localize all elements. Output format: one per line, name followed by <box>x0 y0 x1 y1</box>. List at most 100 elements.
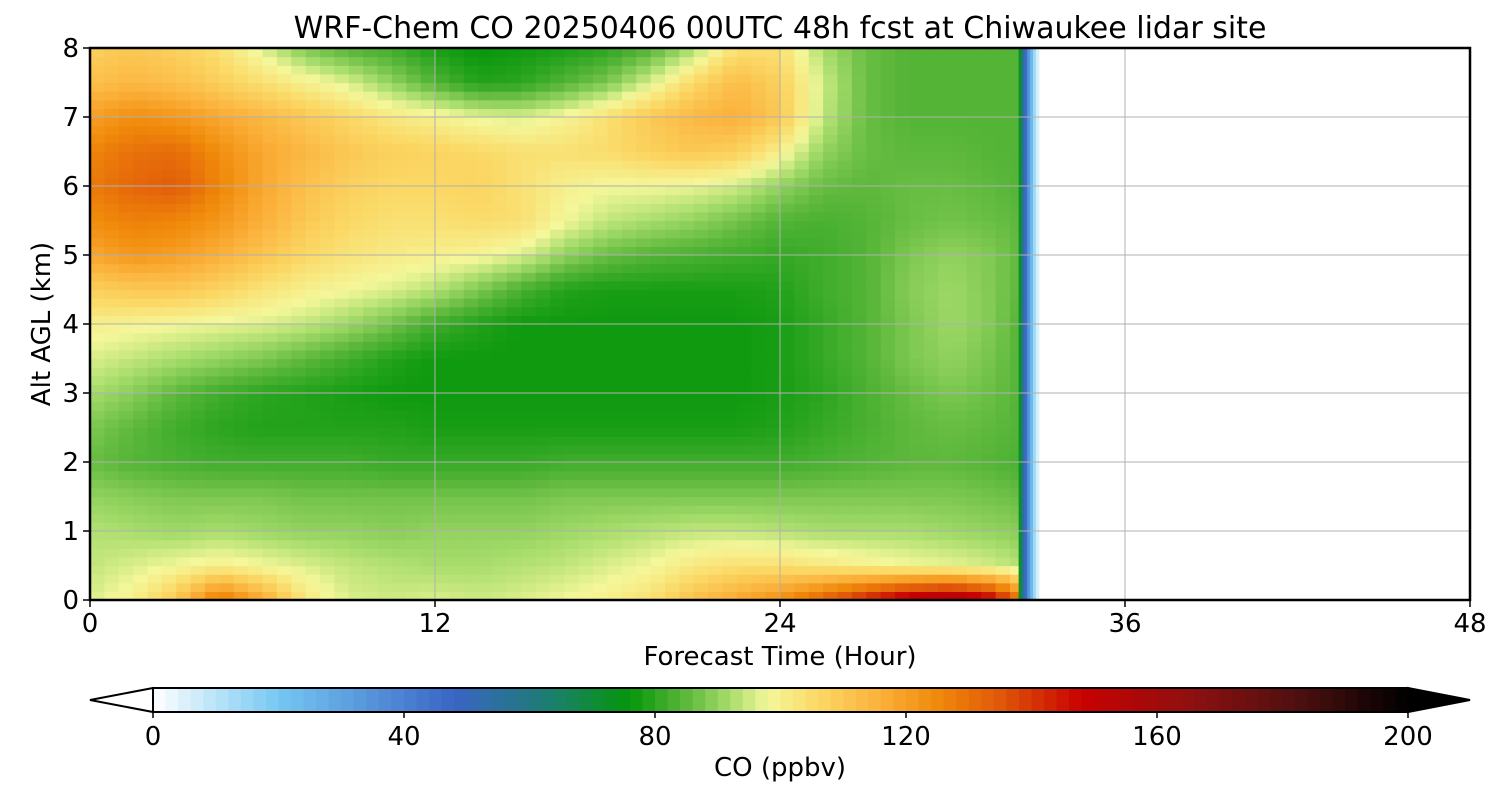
heatmap-cell <box>377 186 393 196</box>
heatmap-cell <box>794 375 810 385</box>
heatmap-cell <box>118 565 134 575</box>
heatmap-cell <box>320 539 335 549</box>
heatmap-cell <box>406 427 422 437</box>
heatmap-cell <box>190 574 206 584</box>
heatmap-cell <box>463 332 479 342</box>
heatmap-cell <box>794 160 810 170</box>
heatmap-cell <box>190 427 206 437</box>
heatmap-cell <box>492 401 508 411</box>
heatmap-cell <box>851 186 867 196</box>
heatmap-cell <box>363 358 379 368</box>
heatmap-cell <box>679 496 695 506</box>
heatmap-cell <box>650 349 666 360</box>
heatmap-cell <box>650 444 666 454</box>
heatmap-cell <box>952 375 968 385</box>
heatmap-cell <box>765 142 781 153</box>
heatmap-cell <box>176 349 192 360</box>
heatmap-cell <box>736 496 752 506</box>
y-tick-label: 0 <box>62 586 79 616</box>
heatmap-cell <box>650 470 666 480</box>
heatmap-cell <box>650 410 666 420</box>
heatmap-cell <box>578 177 594 187</box>
heatmap-cell <box>952 418 968 429</box>
heatmap-cell <box>334 306 350 316</box>
heatmap-cell <box>334 272 350 282</box>
heatmap-cell <box>190 263 206 273</box>
heatmap-cell <box>736 194 752 204</box>
heatmap-cell <box>420 134 436 144</box>
heatmap-cell <box>837 418 853 429</box>
heatmap-cell <box>650 255 666 265</box>
heatmap-cell <box>895 186 910 196</box>
heatmap-cell <box>650 168 666 178</box>
heatmap-cell <box>463 99 479 109</box>
heatmap-cell <box>248 272 264 282</box>
heatmap-cell <box>161 229 177 239</box>
heatmap-cell <box>665 117 680 127</box>
heatmap-cell <box>348 142 364 153</box>
heatmap-cell <box>104 505 120 515</box>
heatmap-cell <box>377 556 393 567</box>
colorbar-label: CO (ppbv) <box>714 753 846 783</box>
heatmap-cell <box>377 82 393 92</box>
heatmap-cell <box>780 565 795 575</box>
heatmap-cell <box>780 73 795 84</box>
heatmap-cell <box>794 142 810 153</box>
heatmap-cell <box>808 341 824 351</box>
heatmap-cell <box>478 211 494 222</box>
heatmap-cell <box>780 298 795 308</box>
heatmap-cell <box>205 565 220 575</box>
heatmap-cell <box>291 393 307 403</box>
heatmap-cell <box>133 384 149 394</box>
heatmap-cell <box>219 367 235 377</box>
heatmap-cell <box>722 418 738 429</box>
heatmap-cell <box>880 151 896 161</box>
heatmap-cell <box>521 186 537 196</box>
heatmap-cell <box>952 91 968 101</box>
heatmap-cell <box>736 462 752 472</box>
heatmap-cell <box>176 324 192 334</box>
heatmap-cell <box>636 65 652 75</box>
heatmap-cell <box>276 436 292 446</box>
heatmap-cell <box>636 289 652 299</box>
heatmap-cell <box>909 82 925 92</box>
heatmap-cell <box>679 203 695 213</box>
heatmap-cell <box>909 99 925 109</box>
heatmap-cell <box>492 470 508 480</box>
heatmap-cell <box>607 401 623 411</box>
heatmap-cell <box>895 574 910 584</box>
heatmap-cell <box>363 410 379 420</box>
heatmap-cell <box>578 436 594 446</box>
heatmap-cell <box>233 375 249 385</box>
heatmap-cell <box>823 177 839 187</box>
heatmap-cell <box>276 393 292 403</box>
heatmap-cell <box>909 194 925 204</box>
heatmap-cell <box>147 349 163 360</box>
heatmap-cell <box>521 367 537 377</box>
heatmap-cell <box>938 565 954 575</box>
heatmap-cell <box>161 186 177 196</box>
heatmap-cell <box>449 358 465 368</box>
heatmap-cell <box>492 591 508 600</box>
colorbar-segment <box>1194 688 1208 712</box>
heatmap-cell <box>823 393 839 403</box>
heatmap-cell <box>550 582 565 592</box>
heatmap-cell <box>938 349 954 360</box>
heatmap-cell <box>305 496 321 506</box>
heatmap-cell <box>895 125 910 135</box>
heatmap-cell <box>621 401 637 411</box>
heatmap-cell <box>118 539 134 549</box>
heatmap-cell <box>1010 272 1020 282</box>
heatmap-cell <box>420 99 436 109</box>
heatmap-cell <box>938 280 954 291</box>
heatmap-cell <box>320 272 335 282</box>
heatmap-cell <box>205 246 220 256</box>
heatmap-cell <box>521 487 537 498</box>
heatmap-cell <box>233 358 249 368</box>
heatmap-cell <box>593 513 609 523</box>
heatmap-cell <box>636 246 652 256</box>
colorbar-segment <box>818 688 832 712</box>
heatmap-cell <box>808 220 824 230</box>
heatmap-cell <box>219 487 235 498</box>
heatmap-cell <box>780 220 795 230</box>
